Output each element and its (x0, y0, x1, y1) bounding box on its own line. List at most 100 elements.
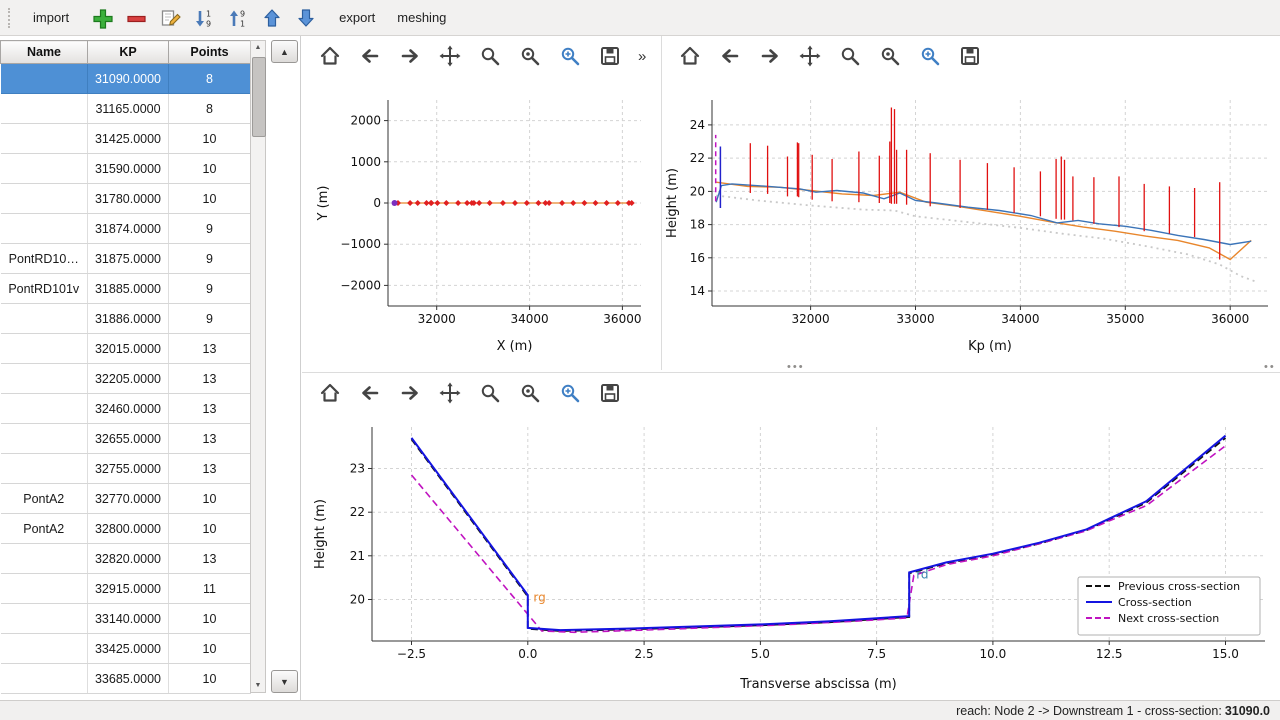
kp-cell[interactable]: 32015.0000 (87, 333, 169, 364)
menu-meshing[interactable]: meshing (397, 10, 447, 25)
name-cell[interactable] (0, 153, 88, 184)
points-cell[interactable]: 8 (168, 63, 251, 94)
name-cell[interactable]: PontRD10… (0, 243, 88, 274)
table-row[interactable]: 32460.0000 13 (0, 393, 251, 424)
move-up-button[interactable] (257, 4, 287, 32)
points-cell[interactable]: 10 (168, 483, 251, 514)
table-row[interactable]: 31090.0000 8 (0, 63, 251, 94)
customize-button[interactable] (914, 41, 946, 71)
column-header-name[interactable]: Name (0, 40, 88, 64)
column-header-points[interactable]: Points (168, 40, 251, 64)
column-header-kp[interactable]: KP (87, 40, 169, 64)
move-down-button[interactable] (291, 4, 321, 32)
kp-cell[interactable]: 32205.0000 (87, 363, 169, 394)
table-row[interactable]: 31165.0000 8 (0, 93, 251, 124)
table-row[interactable]: PontA2 32770.0000 10 (0, 483, 251, 514)
name-cell[interactable] (0, 633, 88, 664)
name-cell[interactable]: PontRD101v (0, 273, 88, 304)
edit-button[interactable] (155, 4, 185, 32)
kp-cell[interactable]: 31885.0000 (87, 273, 169, 304)
name-cell[interactable] (0, 573, 88, 604)
name-cell[interactable] (0, 453, 88, 484)
points-cell[interactable]: 10 (168, 603, 251, 634)
menu-import[interactable]: import (33, 10, 70, 25)
kp-cell[interactable]: 31874.0000 (87, 213, 169, 244)
kp-cell[interactable]: 32800.0000 (87, 513, 169, 544)
points-cell[interactable]: 10 (168, 663, 251, 694)
name-cell[interactable] (0, 423, 88, 454)
table-row[interactable]: 32755.0000 13 (0, 453, 251, 484)
points-cell[interactable]: 13 (168, 393, 251, 424)
table-row[interactable]: PontRD101v 31885.0000 9 (0, 273, 251, 304)
zoom-button[interactable] (474, 41, 506, 71)
back-button[interactable] (714, 41, 746, 71)
points-cell[interactable]: 8 (168, 93, 251, 124)
table-row[interactable]: 31425.0000 10 (0, 123, 251, 154)
points-cell[interactable]: 13 (168, 423, 251, 454)
points-cell[interactable]: 10 (168, 153, 251, 184)
cross-section-plot[interactable]: rg rd −2.5 0.0 2.5 5.0 7.5 10.0 12.5 15.0 20 21 22 23… (302, 413, 1280, 706)
home-button[interactable] (674, 41, 706, 71)
zoom-button[interactable] (474, 378, 506, 408)
kp-cell[interactable]: 32770.0000 (87, 483, 169, 514)
name-cell[interactable] (0, 303, 88, 334)
name-cell[interactable] (0, 363, 88, 394)
scrollbar-thumb[interactable] (252, 57, 266, 137)
table-row[interactable]: 31780.0000 10 (0, 183, 251, 214)
table-row[interactable]: PontA2 32800.0000 10 (0, 513, 251, 544)
table-row[interactable]: 32915.0000 11 (0, 573, 251, 604)
save-button[interactable] (954, 41, 986, 71)
move-row-down-button[interactable]: ▼ (271, 670, 298, 693)
longitudinal-profile-plot[interactable]: 32000 33000 34000 35000 36000 14 16 18 20 22 24 Kp … (662, 76, 1280, 368)
points-cell[interactable]: 9 (168, 243, 251, 274)
name-cell[interactable] (0, 213, 88, 244)
kp-cell[interactable]: 33425.0000 (87, 633, 169, 664)
table-row[interactable]: 32015.0000 13 (0, 333, 251, 364)
kp-cell[interactable]: 32655.0000 (87, 423, 169, 454)
splitter-grip[interactable]: ••• (787, 361, 805, 373)
points-cell[interactable]: 13 (168, 453, 251, 484)
table-row[interactable]: 32655.0000 13 (0, 423, 251, 454)
table-row[interactable]: PontRD10… 31875.0000 9 (0, 243, 251, 274)
kp-cell[interactable]: 31590.0000 (87, 153, 169, 184)
kp-cell[interactable]: 33140.0000 (87, 603, 169, 634)
scroll-up-icon[interactable]: ▲ (254, 44, 262, 51)
kp-cell[interactable]: 32820.0000 (87, 543, 169, 574)
kp-cell[interactable]: 32460.0000 (87, 393, 169, 424)
name-cell[interactable] (0, 543, 88, 574)
subplots-button[interactable] (514, 41, 546, 71)
table-row[interactable]: 33425.0000 10 (0, 633, 251, 664)
save-button[interactable] (594, 378, 626, 408)
table-scrollbar[interactable]: ▲ ▼ (250, 40, 266, 693)
points-cell[interactable]: 9 (168, 213, 251, 244)
points-cell[interactable]: 10 (168, 183, 251, 214)
points-cell[interactable]: 13 (168, 333, 251, 364)
name-cell[interactable] (0, 63, 88, 94)
table-row[interactable]: 33685.0000 10 (0, 663, 251, 694)
name-cell[interactable] (0, 183, 88, 214)
kp-cell[interactable]: 31875.0000 (87, 243, 169, 274)
splitter-grip[interactable]: •• (1264, 361, 1276, 373)
save-button[interactable] (594, 41, 626, 71)
pan-button[interactable] (434, 41, 466, 71)
kp-cell[interactable]: 31780.0000 (87, 183, 169, 214)
plan-view-plot[interactable]: 32000 34000 36000 −2000 −1000 0 1000 2000 X (m) Y… (302, 76, 660, 368)
back-button[interactable] (354, 378, 386, 408)
points-cell[interactable]: 9 (168, 303, 251, 334)
kp-cell[interactable]: 33685.0000 (87, 663, 169, 694)
table-row[interactable]: 32205.0000 13 (0, 363, 251, 394)
points-cell[interactable]: 9 (168, 273, 251, 304)
table-row[interactable]: 32820.0000 13 (0, 543, 251, 574)
name-cell[interactable] (0, 123, 88, 154)
name-cell[interactable] (0, 333, 88, 364)
name-cell[interactable] (0, 393, 88, 424)
remove-button[interactable] (121, 4, 151, 32)
home-button[interactable] (314, 378, 346, 408)
table-row[interactable]: 31874.0000 9 (0, 213, 251, 244)
zoom-button[interactable] (834, 41, 866, 71)
subplots-button[interactable] (514, 378, 546, 408)
pan-button[interactable] (434, 378, 466, 408)
back-button[interactable] (354, 41, 386, 71)
